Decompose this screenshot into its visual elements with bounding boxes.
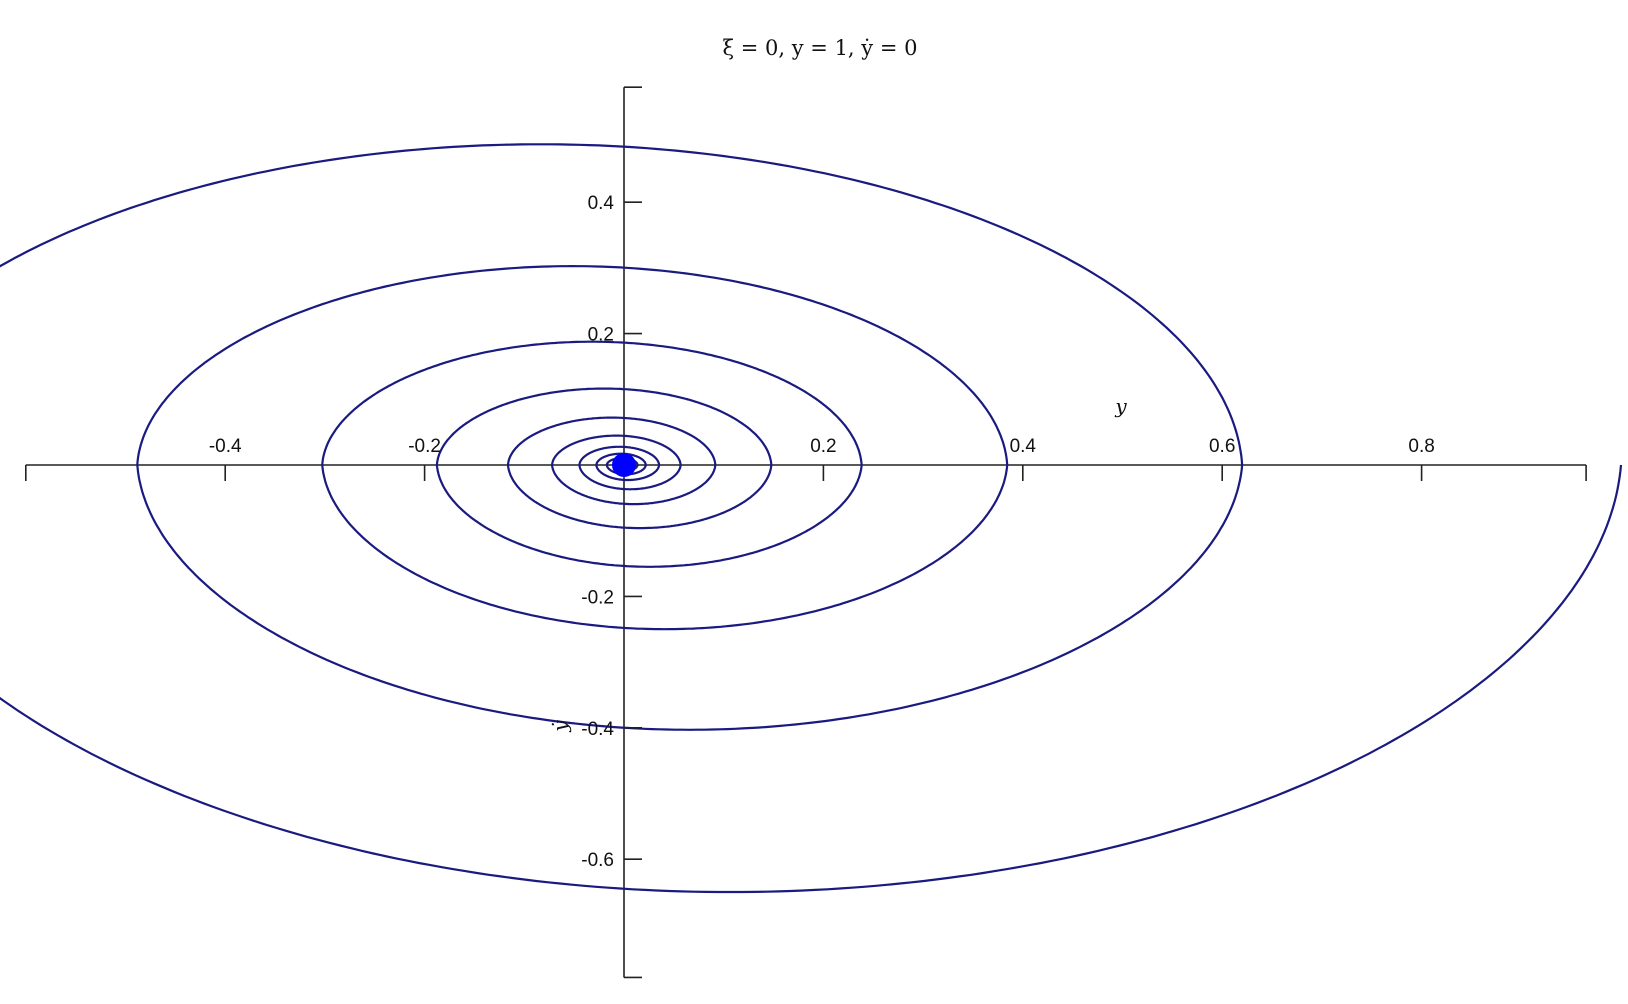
x-tick-label: 0.8 (1408, 436, 1434, 457)
y-axis-label: ẏ (548, 720, 572, 733)
chart-title: ξ = 0, y = 1, ẏ = 0 (723, 36, 918, 60)
x-tick-label: -0.4 (209, 436, 242, 457)
y-tick-label: -0.6 (581, 850, 614, 871)
y-tick-label: -0.4 (581, 719, 614, 740)
x-tick-label: 0.2 (810, 436, 836, 457)
x-axis-label: y (1114, 394, 1127, 418)
curve-layer (0, 143, 1623, 894)
axes (24, 86, 1587, 979)
y-tick-label: -0.2 (581, 587, 614, 608)
spiral-curve (0, 143, 1623, 894)
y-tick-label: 0.4 (588, 193, 615, 214)
x-tick-label: 0.4 (1010, 436, 1037, 457)
ticks: -0.4 -0.2 0.2 0.4 0.6 0.8 0.4 0.2 -0.2 -0.4 -0.6 (209, 193, 1435, 871)
spiral-center-point (612, 453, 636, 477)
x-tick-label: -0.2 (408, 436, 441, 457)
y-tick-label: 0.2 (588, 325, 614, 346)
x-tick-label: 0.6 (1209, 436, 1235, 457)
